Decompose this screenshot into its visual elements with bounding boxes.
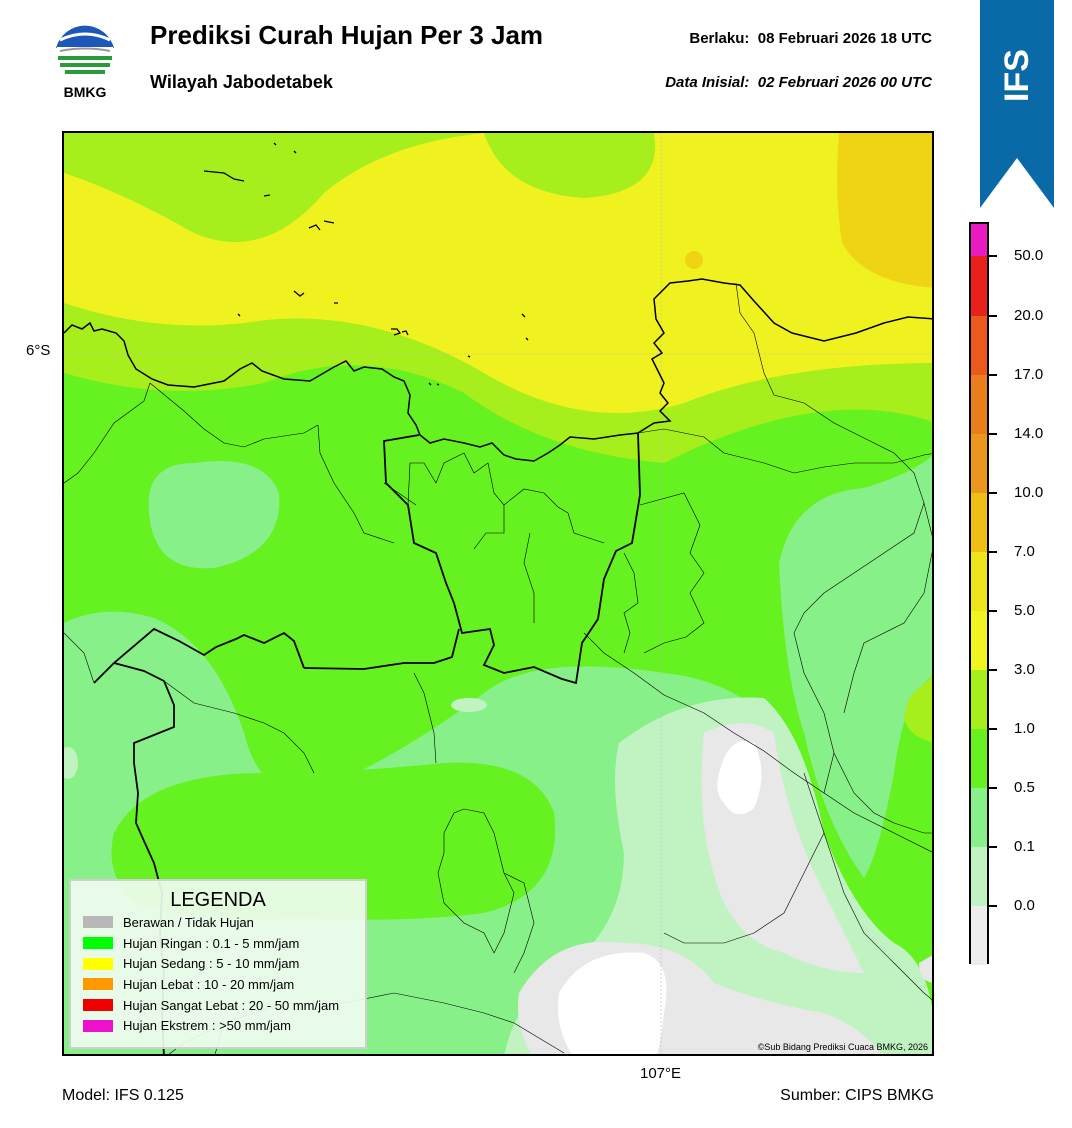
colorbar-segment (971, 787, 987, 847)
colorbar-segment (971, 433, 987, 493)
zone-light-green-spot (451, 698, 487, 712)
colorbar-tick-label: 7.0 (1014, 542, 1035, 560)
colorbar-tick (989, 373, 997, 376)
legend-box: LEGENDA Berawan / Tidak Hujan Hujan Ringa… (69, 879, 367, 1049)
thousand-islands (203, 142, 529, 386)
bmkg-logo (53, 22, 117, 86)
colorbar-tick (989, 491, 997, 494)
colorbar-tick-label: 17.0 (1014, 365, 1044, 383)
colorbar-tick (989, 668, 997, 671)
colorbar-segment (971, 315, 987, 375)
zone-grey-corner (919, 955, 932, 983)
colorbar-tick (989, 255, 997, 258)
colorbar-segment (971, 669, 987, 729)
zone-light-green-edge (64, 747, 78, 779)
colorbar-segment (971, 224, 987, 257)
legend-title: LEGENDA (170, 889, 266, 911)
colorbar-tick (989, 904, 997, 907)
init-time: Data Inisial: 02 Februari 2026 00 UTC (665, 74, 932, 91)
zone-yellow-green-top (484, 133, 656, 198)
latitude-label: 6°S (26, 342, 51, 359)
zone-light-green-west (148, 461, 280, 569)
zone-yellow (64, 133, 932, 414)
legend-swatch (83, 937, 113, 950)
colorbar-tick-label: 14.0 (1014, 424, 1044, 442)
colorbar-tick (989, 609, 997, 612)
legend-item: Hujan Sangat Lebat : 20 - 50 mm/jam (83, 995, 365, 1016)
colorbar-tick-label: 3.0 (1014, 660, 1035, 678)
valid-label: Berlaku: (689, 30, 750, 47)
colorbar-segment (971, 492, 987, 552)
legend-item: Berawan / Tidak Hujan (83, 912, 365, 933)
colorbar-segment (971, 846, 987, 906)
valid-value: 08 Februari 2026 18 UTC (757, 30, 932, 47)
model-label: Model: IFS 0.125 (62, 1087, 184, 1104)
longitude-label: 107°E (640, 1065, 682, 1082)
legend-label: Hujan Sangat Lebat : 20 - 50 mm/jam (123, 997, 340, 1013)
colorbar-tick-label: 50.0 (1014, 247, 1044, 265)
legend-items: Berawan / Tidak Hujan Hujan Ringan : 0.1 … (71, 912, 365, 1036)
colorbar-segment (971, 610, 987, 670)
colorbar-tick (989, 432, 997, 435)
colorbar-tick (989, 314, 997, 317)
colorbar-segment (971, 374, 987, 434)
copyright-text: ©Sub Bidang Prediksi Cuaca BMKG, 2026 (757, 1042, 928, 1052)
rainfall-map: LEGENDA Berawan / Tidak Hujan Hujan Ringa… (62, 131, 934, 1056)
legend-label: Hujan Ekstrem : >50 mm/jam (123, 1018, 291, 1034)
colorbar-tick-label: 0.1 (1014, 837, 1035, 855)
map-canvas (64, 133, 932, 1054)
zone-gold (837, 133, 932, 288)
zone-white-east (717, 741, 762, 815)
colorbar-tick-label: 0.0 (1014, 896, 1035, 914)
legend-swatch (83, 916, 113, 929)
colorbar-tick-label: 10.0 (1014, 483, 1044, 501)
colorbar-segment (971, 551, 987, 611)
ifs-banner-text: IFS (997, 48, 1036, 102)
init-label: Data Inisial: (665, 74, 750, 91)
colorbar-segment (971, 256, 987, 316)
colorbar-tick (989, 727, 997, 730)
colorbar-tick-label: 5.0 (1014, 601, 1035, 619)
legend-item: Hujan Sedang : 5 - 10 mm/jam (83, 953, 365, 974)
zone-light-green-east (779, 456, 932, 878)
colorbar-segment (971, 905, 987, 965)
colorbar-tick (989, 845, 997, 848)
coastline (64, 278, 932, 462)
page-title: Prediksi Curah Hujan Per 3 Jam (150, 20, 544, 50)
zone-white-south (558, 952, 667, 1054)
init-value: 02 Februari 2026 00 UTC (757, 74, 932, 91)
colorbar-tick (989, 550, 997, 553)
colorbar-tick-label: 20.0 (1014, 306, 1044, 324)
legend-swatch (83, 957, 113, 970)
source-label: Sumber: CIPS BMKG (780, 1087, 934, 1104)
colorbar-tick (989, 786, 997, 789)
ifs-banner (980, 0, 1054, 208)
legend-item: Hujan Ekstrem : >50 mm/jam (83, 1015, 365, 1036)
legend-label: Hujan Sedang : 5 - 10 mm/jam (123, 956, 300, 972)
valid-time: Berlaku: 08 Februari 2026 18 UTC (689, 30, 932, 47)
legend-label: Hujan Ringan : 0.1 - 5 mm/jam (123, 935, 300, 951)
zone-gold-dot (685, 251, 703, 269)
colorbar (969, 222, 989, 965)
legend-item: Hujan Lebat : 10 - 20 mm/jam (83, 974, 365, 995)
legend-label: Hujan Lebat : 10 - 20 mm/jam (123, 976, 295, 992)
logo-text: BMKG (63, 84, 107, 100)
legend-swatch (83, 999, 113, 1012)
page-subtitle: Wilayah Jabodetabek (150, 72, 333, 92)
legend-label: Berawan / Tidak Hujan (123, 914, 254, 930)
legend-item: Hujan Ringan : 0.1 - 5 mm/jam (83, 933, 365, 954)
colorbar-segment (971, 728, 987, 788)
colorbar-tick-label: 0.5 (1014, 778, 1035, 796)
legend-swatch (83, 978, 113, 991)
legend-swatch (83, 1019, 113, 1032)
zone-yellow-green-east (904, 676, 932, 743)
district-boundaries (64, 282, 932, 1054)
colorbar-tick-label: 1.0 (1014, 719, 1035, 737)
